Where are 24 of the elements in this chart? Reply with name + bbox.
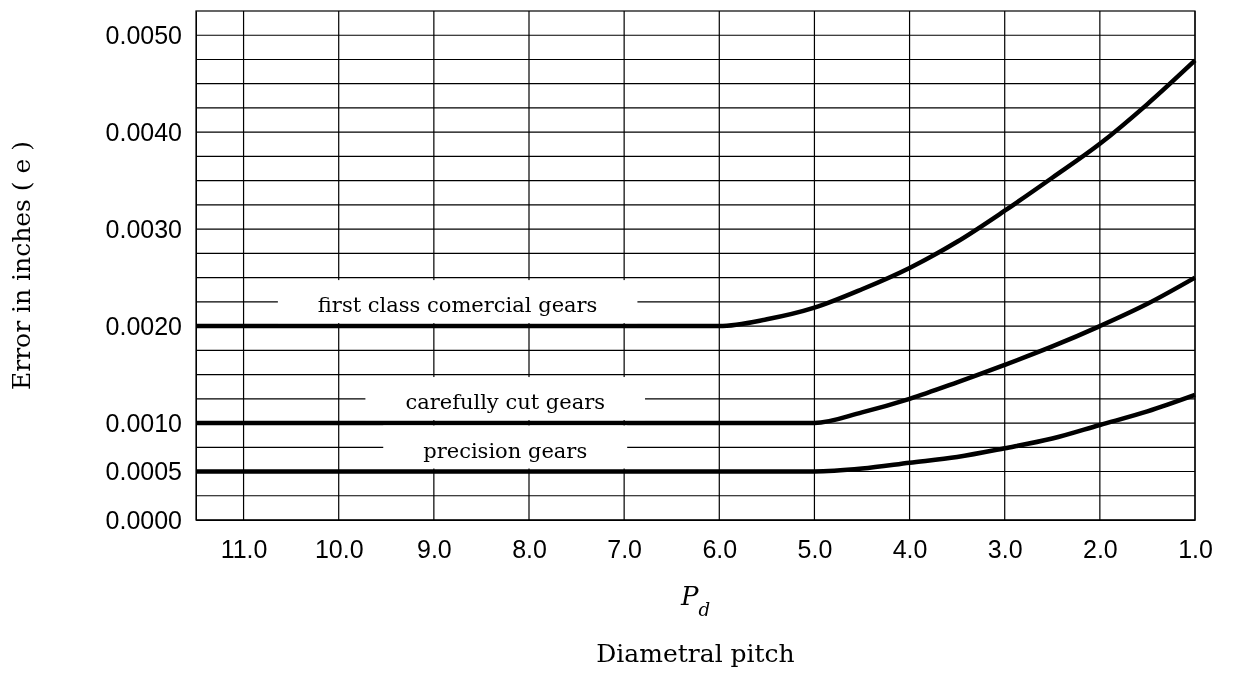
series-label: carefully cut gears [405,390,606,415]
y-tick-label: 0.0040 [105,117,182,146]
y-axis-title: Error in inches ( e ) [7,140,36,391]
x-tick-label: 2.0 [1082,534,1118,563]
x-tick-label: 3.0 [987,534,1023,563]
x-tick-label: 4.0 [892,534,928,563]
x-tick-label: 7.0 [607,534,643,563]
y-tick-label: 0.0005 [105,457,182,486]
x-tick-label: 10.0 [314,534,364,563]
y-tick-label: 0.0050 [105,20,182,49]
x-axis-title: P$_{d}$ [679,581,711,620]
series-label: first class comercial gears [317,293,598,318]
x-tick-label: 5.0 [797,534,833,563]
y-tick-label: 0.0020 [105,311,182,340]
x-tick-label: 1.0 [1178,534,1213,563]
text: Diametral pitch [596,639,795,668]
series-label: precision gears [423,438,588,463]
y-tick-label: 0.0030 [105,214,182,243]
y-tick-label: 0.0000 [105,505,182,534]
y-tick-label: 0.0010 [105,408,182,437]
x-tick-label: 11.0 [220,534,268,563]
x-tick-label: 9.0 [416,534,452,563]
x-tick-label: 6.0 [702,534,738,563]
x-tick-label: 8.0 [512,534,547,563]
